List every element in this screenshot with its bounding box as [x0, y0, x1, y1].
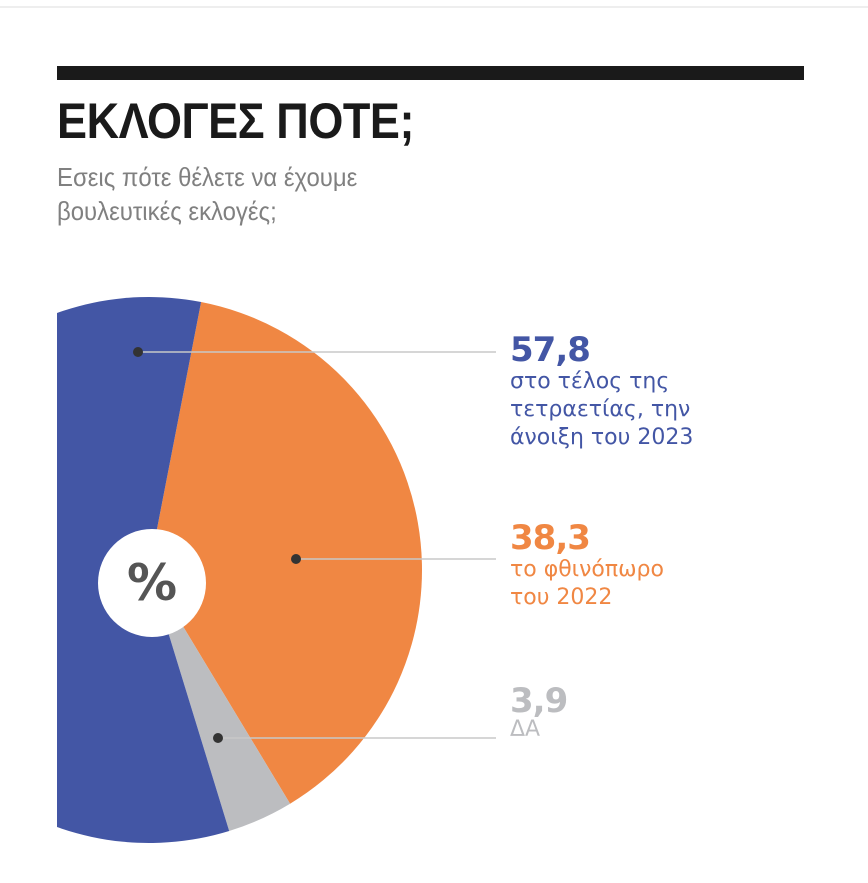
label-blue: 57,8 στο τέλος της τετραετίας, την άνοιξ…	[510, 332, 693, 452]
slice-desc: του 2022	[510, 585, 613, 610]
pie-slice-orange	[149, 302, 422, 804]
slice-value: 38,3	[510, 518, 591, 558]
pie-slice-grey	[149, 570, 291, 831]
slice-desc: άνοιξη του 2023	[510, 425, 694, 450]
label-grey: 3,9 ΔΑ	[510, 681, 568, 742]
subtitle-line: βουλευτικές εκλογές;	[57, 196, 277, 226]
slice-desc: στο τέλος της	[510, 369, 670, 394]
label-orange: 38,3 το φθινόπωρο του 2022	[510, 520, 664, 612]
leader-dot	[213, 733, 223, 743]
percent-badge: %	[98, 529, 206, 637]
chart-subtitle: Εσεις πότε θέλετε να έχουμε βουλευτικές …	[57, 160, 480, 228]
slice-value: 57,8	[510, 330, 591, 370]
slice-desc: ΔΑ	[510, 717, 541, 742]
title-bar	[57, 66, 804, 80]
slice-value: 3,9	[510, 681, 568, 721]
slice-desc: το φθινόπωρο	[510, 557, 664, 582]
subtitle-line: Εσεις πότε θέλετε να έχουμε	[57, 162, 358, 192]
slice-desc: τετραετίας, την	[510, 397, 691, 422]
top-divider	[0, 6, 868, 8]
leader-dot	[291, 554, 301, 564]
leader-dot	[133, 347, 143, 357]
chart-title: ΕΚΛΟΓΕΣ ΠΟΤΕ;	[57, 93, 415, 149]
